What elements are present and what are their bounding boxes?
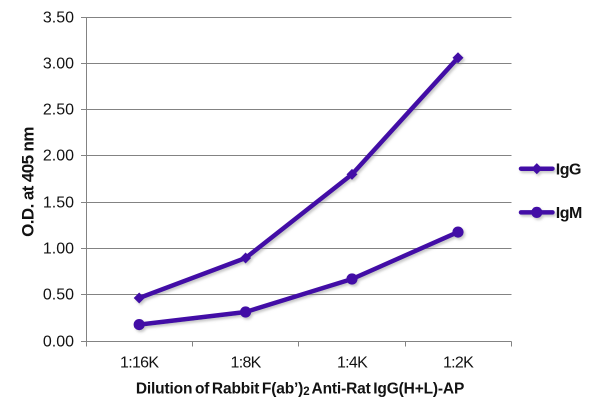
svg-text:Dilution of Rabbit F(ab’)2 Ant: Dilution of Rabbit F(ab’)2 Anti-Rat IgG(… (136, 380, 464, 398)
svg-text:1.50: 1.50 (43, 195, 74, 212)
svg-text:3.50: 3.50 (43, 10, 74, 27)
svg-text:1.00: 1.00 (43, 241, 74, 258)
svg-text:IgM: IgM (556, 205, 582, 222)
svg-text:3.00: 3.00 (43, 56, 74, 73)
svg-text:IgG: IgG (556, 161, 581, 178)
svg-text:0.00: 0.00 (43, 334, 74, 351)
svg-text:1:2K: 1:2K (443, 354, 474, 371)
svg-text:2.50: 2.50 (43, 102, 74, 119)
svg-text:1:8K: 1:8K (231, 354, 262, 371)
svg-text:2.00: 2.00 (43, 148, 74, 165)
svg-text:0.50: 0.50 (43, 287, 74, 304)
svg-text:O.D. at 405 nm: O.D. at 405 nm (19, 127, 38, 237)
svg-text:1:4K: 1:4K (337, 354, 368, 371)
svg-text:1:16K: 1:16K (120, 354, 159, 371)
